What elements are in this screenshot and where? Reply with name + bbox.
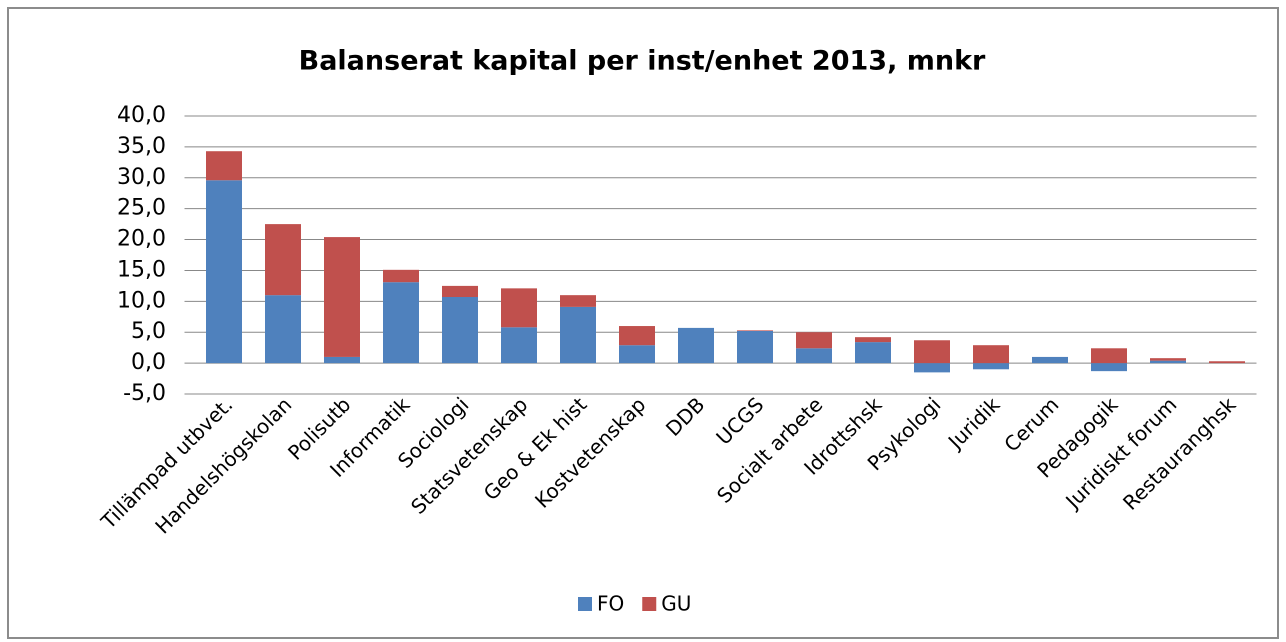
bar <box>442 285 478 298</box>
bar <box>914 340 950 364</box>
chart-title: Balanserat kapital per inst/enhet 2013, … <box>299 46 986 77</box>
y-tick-label: 20,0 <box>117 227 166 252</box>
y-tick-label: 30,0 <box>117 165 166 190</box>
bar <box>737 330 773 331</box>
y-tick-label: 35,0 <box>117 134 166 159</box>
bar <box>855 342 891 364</box>
y-tick-label: 40,0 <box>117 103 166 128</box>
bar <box>324 237 360 357</box>
bar <box>1091 348 1127 364</box>
bar <box>973 345 1009 364</box>
bar <box>501 288 537 328</box>
y-tick-label: 5,0 <box>131 319 166 344</box>
bar <box>265 224 301 296</box>
bar <box>973 363 1009 370</box>
bar <box>678 327 714 364</box>
bar <box>1091 363 1127 372</box>
bar <box>383 282 419 364</box>
y-tick-label: 10,0 <box>117 288 166 313</box>
legend-label: FO <box>597 592 624 616</box>
bar <box>383 269 419 283</box>
bar <box>1150 360 1186 364</box>
legend-swatch <box>578 597 592 611</box>
bar <box>560 306 596 364</box>
legend-swatch <box>642 597 657 611</box>
bar <box>796 348 832 364</box>
legend-label: GU <box>661 592 691 616</box>
bar <box>501 327 537 364</box>
y-tick-label: 25,0 <box>117 196 166 221</box>
y-tick-label: 15,0 <box>117 257 166 282</box>
bar <box>1032 356 1068 364</box>
bar <box>619 345 655 364</box>
y-tick-label: 0,0 <box>131 350 166 375</box>
bar <box>737 330 773 364</box>
bar <box>1209 361 1245 364</box>
bar <box>206 151 242 181</box>
bar <box>206 180 242 364</box>
chart-frame <box>7 7 1279 639</box>
bar <box>619 326 655 346</box>
bar <box>796 332 832 349</box>
bar <box>1150 358 1186 361</box>
bar <box>560 295 596 307</box>
bar <box>324 356 360 364</box>
y-tick-label: -5,0 <box>123 381 166 406</box>
bar <box>442 297 478 364</box>
bar <box>265 295 301 364</box>
bar <box>914 363 950 373</box>
bar <box>855 337 891 343</box>
